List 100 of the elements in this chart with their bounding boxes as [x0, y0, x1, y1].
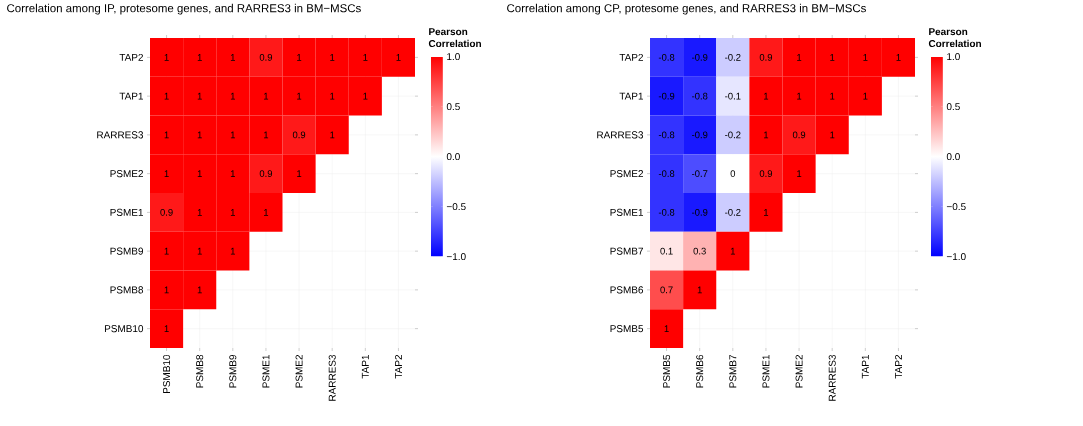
data-label: -0.2: [725, 209, 741, 216]
data-label: 1: [264, 131, 269, 139]
data-label: 1: [863, 54, 868, 61]
data-label: 1: [330, 131, 335, 139]
data-label: 0.9: [160, 209, 173, 216]
y-tick-label: PSMB10: [104, 325, 144, 333]
data-label: 1: [297, 54, 302, 61]
data-label: 0.9: [259, 54, 273, 61]
color-bar-label: 0.0: [946, 153, 960, 161]
data-label: 0.1: [660, 247, 673, 255]
color-bar-title: Pearson Correlation: [428, 28, 481, 48]
data-label: 1: [230, 247, 235, 255]
y-tick-label: PSME2: [110, 170, 143, 178]
data-label: 1: [764, 92, 769, 100]
y-tick-label: RARRES3: [597, 131, 644, 139]
data-label: 1: [197, 131, 202, 139]
data-label: -0.8: [658, 170, 675, 177]
data-label: -0.8: [658, 209, 675, 216]
data-label: 1: [197, 54, 202, 61]
x-tick-label: TAP1: [861, 354, 869, 379]
data-label: 1: [164, 131, 169, 139]
y-tick-label: PSMB7: [610, 247, 643, 255]
color-bar-label: −1.0: [446, 253, 466, 261]
data-label: 1: [830, 92, 835, 100]
color-bar-label: −0.5: [946, 203, 966, 211]
color-bar-label: 1.0: [447, 53, 460, 61]
data-label: 1: [264, 209, 269, 216]
color-bar-label: −1.0: [946, 253, 966, 261]
data-label: -0.8: [691, 92, 708, 100]
data-label: 1: [197, 247, 202, 255]
data-label: -0.9: [691, 54, 708, 61]
data-label: 1: [697, 286, 702, 294]
data-label: 1: [297, 92, 302, 100]
data-label: 1: [396, 54, 401, 61]
chart-title: Correlation among IP, protesome genes, and RARRES3 in BM−MSCs: [7, 3, 361, 15]
x-tick-label: RARRES3: [828, 354, 836, 401]
x-tick-label: PSMB8: [196, 354, 204, 388]
data-label: 1: [764, 209, 769, 216]
y-tick-label: PSME1: [610, 208, 644, 216]
data-label: 0.9: [792, 131, 806, 139]
x-tick-label: PSMB7: [729, 355, 737, 388]
data-label: 1: [797, 92, 802, 100]
data-label: -0.1: [725, 92, 741, 100]
y-tick-label: PSMB9: [110, 247, 144, 255]
y-tick-label: TAP1: [119, 92, 144, 100]
data-label: 0: [730, 170, 736, 177]
data-label: -0.9: [691, 131, 708, 139]
x-tick-label: PSMB6: [696, 354, 704, 388]
x-tick-label: TAP2: [894, 355, 902, 379]
data-label: 1: [197, 92, 202, 100]
y-tick-label: TAP1: [619, 92, 644, 100]
x-tick-label: PSMB9: [229, 354, 237, 388]
x-tick-label: TAP1: [361, 354, 369, 379]
color-bar-title: Pearson Correlation: [928, 28, 981, 48]
data-label: -0.2: [725, 54, 741, 61]
data-label: 1: [230, 131, 235, 139]
data-label: 1: [164, 325, 169, 332]
color-bar-label: 0.5: [446, 103, 460, 111]
y-tick-label: PSME1: [110, 208, 143, 216]
y-tick-label: PSMB5: [610, 325, 644, 333]
data-label: 1: [797, 54, 802, 61]
data-label: 1: [330, 54, 335, 61]
data-label: 0.7: [660, 286, 673, 294]
data-label: 1: [764, 131, 769, 139]
data-label: 1: [197, 170, 202, 177]
data-label: 1: [863, 92, 868, 100]
y-tick-label: TAP2: [619, 53, 643, 61]
y-tick-label: PSMB8: [110, 286, 144, 294]
data-label: 1: [164, 54, 169, 61]
color-bar-label: 1.0: [947, 53, 960, 61]
data-label: 1: [230, 170, 235, 177]
data-label: 0.9: [259, 170, 273, 177]
data-label: 1: [730, 247, 735, 255]
chart-title: Correlation among CP, protesome genes, and RARRES3 in BM−MSCs: [507, 3, 866, 15]
data-label: 1: [164, 92, 169, 100]
x-tick-label: PSME2: [795, 355, 803, 388]
data-label: -0.9: [658, 92, 675, 100]
data-label: 1: [363, 92, 368, 100]
data-label: 0.3: [693, 247, 706, 255]
data-label: 1: [896, 54, 901, 61]
x-tick-label: PSME1: [262, 355, 270, 388]
color-bar-label: 0.5: [946, 103, 960, 111]
data-label: -0.8: [658, 131, 675, 139]
y-tick-label: PSMB6: [610, 286, 644, 294]
data-label: 1: [164, 247, 169, 255]
x-tick-label: TAP2: [394, 355, 402, 379]
color-bar-label: 0.0: [446, 153, 460, 161]
data-label: -0.2: [725, 131, 741, 139]
y-tick-label: TAP2: [119, 53, 143, 61]
y-tick-label: PSME2: [610, 170, 643, 178]
x-tick-label: PSME1: [762, 355, 770, 388]
data-label: 1: [230, 209, 235, 216]
data-label: 1: [264, 92, 269, 100]
data-label: 1: [230, 54, 235, 61]
x-tick-label: PSMB10: [163, 354, 171, 394]
data-label: 1: [664, 325, 669, 332]
data-label: 0.9: [759, 170, 773, 177]
y-tick-label: RARRES3: [97, 131, 144, 139]
data-label: -0.9: [691, 209, 708, 216]
data-label: 1: [330, 92, 335, 100]
